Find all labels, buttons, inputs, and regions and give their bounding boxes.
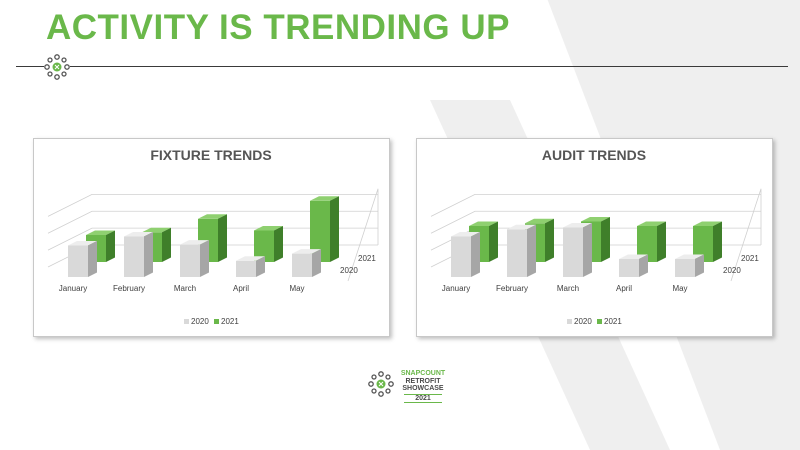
bar-2020-february-front [507,229,527,277]
bar-2021-may-side [713,221,722,262]
bar-2020-february-front [124,236,144,277]
logo-line-3: SHOWCASE [402,385,444,392]
bar-2020-may-side [695,254,704,277]
logo-line-2: RETROFIT [405,377,441,385]
legend-swatch-2021 [214,319,219,324]
bar-2021-january-top [469,221,498,226]
legend-swatch-2021 [597,319,602,324]
bar-2020-january-top [68,241,97,246]
bar-2020-february-top [507,224,536,230]
gridline [347,188,379,282]
depth-axis-label: 2020 [723,266,741,275]
bar-2021-march-side [218,214,227,262]
gridline [47,193,378,217]
category-label: January [442,284,470,293]
bar-2020-march-front [563,227,583,277]
legend-swatch-2020 [567,319,572,324]
bar-2021-january-top [86,230,115,235]
bar-2020-march-side [583,223,592,277]
bar-2020-may-front [675,259,695,277]
gridline [430,210,761,234]
category-label: February [113,284,145,293]
bar-2021-february-side [162,227,171,262]
bar-2020-february-side [527,224,536,277]
bar-2020-april-top [619,254,648,259]
legend-label-2020: 2020 [574,317,592,326]
bar-2021-april-side [274,226,283,262]
bar-2020-january-side [88,241,97,277]
logo-year: 2021 [404,393,442,403]
bar-2020-may-front [292,253,312,277]
category-label: April [616,284,632,293]
bar-2021-march-top [198,214,227,219]
chart-title: AUDIT TRENDS [542,147,646,163]
gridline [730,188,762,282]
bar-2021-february-side [545,218,554,262]
fixture-trends-chart: FIXTURE TRENDS January February March April… [33,138,390,337]
chart-title: FIXTURE TRENDS [150,147,271,163]
bar-2020-january-top [451,232,480,237]
bar-2020-march-front [180,244,200,277]
bar-2020-may-top [675,254,704,259]
legend-label-2021: 2021 [604,317,622,326]
showcase-logo-text: SNAPCOUNT RETROFIT SHOWCASE 2021 [398,370,448,403]
bar-2020-march-top [563,223,592,228]
title-divider [16,66,788,67]
audit-trends-chart-svg: AUDIT TRENDS January February March April Ma… [430,147,762,326]
logo-brand: SNAPCOUNT [400,370,446,377]
snapcount-logo-icon [368,371,394,397]
category-label: April [233,284,249,293]
bar-2020-april-side [256,256,265,277]
legend-label-2020: 2020 [191,317,209,326]
bar-2020-april-side [639,254,648,277]
bar-2020-april-front [619,259,639,277]
audit-trends-chart: AUDIT TRENDS January February March April Ma… [416,138,773,337]
bar-2020-april-top [236,256,265,261]
bar-2021-march-side [601,217,610,262]
bar-2020-january-front [68,245,88,277]
bar-2020-january-side [471,232,480,277]
category-label: May [289,284,304,293]
bar-2020-january-front [451,236,471,277]
bar-2021-february-top [525,218,554,224]
bar-2021-may-top [693,221,722,226]
category-label: February [496,284,528,293]
depth-axis-label: 2021 [358,254,376,263]
category-label: May [672,284,687,293]
fixture-trends-chart-svg: FIXTURE TRENDS January February March April… [47,147,379,326]
bar-2021-april-side [657,221,666,262]
bar-2020-february-top [124,232,153,237]
bar-2021-april-front [637,226,657,262]
bar-2020-march-side [200,240,209,277]
depth-axis-label: 2020 [340,266,358,275]
legend-label-2021: 2021 [221,317,239,326]
bar-2021-april-top [254,226,283,231]
category-label: March [174,284,196,293]
bar-2021-january-side [106,230,115,262]
bar-2021-january-side [489,221,498,262]
slide-title: ACTIVITY IS TRENDING UP [46,8,510,47]
bar-2020-may-side [312,249,321,277]
gridline [47,210,378,234]
bar-2021-may-front [693,226,713,262]
gridline [430,193,761,217]
legend-swatch-2020 [184,319,189,324]
bar-2021-may-side [330,196,339,262]
depth-axis-label: 2021 [741,254,759,263]
bar-2020-february-side [144,232,153,277]
bar-2021-may-top [310,196,339,201]
bar-2020-march-top [180,240,209,245]
bar-2021-february-top [142,227,171,233]
snapcount-logo-icon [44,54,70,80]
bar-2020-may-top [292,249,321,254]
bar-2021-may-front [310,200,330,262]
bar-2021-april-top [637,221,666,226]
category-label: March [557,284,579,293]
bar-2021-april-front [254,230,274,262]
bar-2020-april-front [236,260,256,277]
category-label: January [59,284,87,293]
bar-2021-march-top [581,217,610,222]
